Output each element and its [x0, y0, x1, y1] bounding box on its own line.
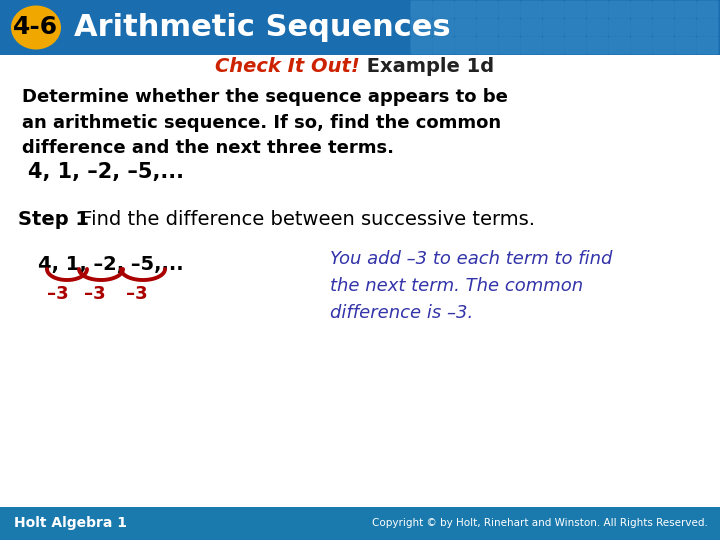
FancyBboxPatch shape	[652, 37, 675, 55]
Text: –3: –3	[48, 285, 69, 303]
FancyBboxPatch shape	[454, 37, 477, 55]
FancyBboxPatch shape	[608, 18, 631, 37]
FancyBboxPatch shape	[675, 18, 696, 37]
Text: 4, 1, –2, –5,...: 4, 1, –2, –5,...	[28, 162, 184, 182]
Text: Find the difference between successive terms.: Find the difference between successive t…	[75, 210, 535, 229]
Bar	[0, 0, 720, 55]
Text: Holt Algebra 1: Holt Algebra 1	[14, 516, 127, 530]
FancyBboxPatch shape	[608, 1, 631, 18]
FancyBboxPatch shape	[652, 1, 675, 18]
FancyBboxPatch shape	[564, 37, 587, 55]
FancyBboxPatch shape	[433, 18, 454, 37]
FancyBboxPatch shape	[498, 37, 521, 55]
FancyBboxPatch shape	[498, 1, 521, 18]
Text: Determine whether the sequence appears to be
an arithmetic sequence. If so, find: Determine whether the sequence appears t…	[22, 88, 508, 157]
Text: 4, 1, –2, –5,...: 4, 1, –2, –5,...	[38, 255, 184, 274]
Ellipse shape	[11, 5, 61, 50]
Text: Step 1: Step 1	[18, 210, 89, 229]
Text: You add –3 to each term to find
the next term. The common
difference is –3.: You add –3 to each term to find the next…	[330, 250, 613, 322]
Text: Check It Out!: Check It Out!	[215, 57, 360, 76]
FancyBboxPatch shape	[410, 18, 433, 37]
FancyBboxPatch shape	[587, 18, 608, 37]
FancyBboxPatch shape	[675, 37, 696, 55]
FancyBboxPatch shape	[454, 1, 477, 18]
FancyBboxPatch shape	[564, 18, 587, 37]
FancyBboxPatch shape	[433, 37, 454, 55]
FancyBboxPatch shape	[631, 1, 652, 18]
FancyBboxPatch shape	[608, 37, 631, 55]
FancyBboxPatch shape	[477, 18, 498, 37]
FancyBboxPatch shape	[521, 18, 542, 37]
Text: Copyright © by Holt, Rinehart and Winston. All Rights Reserved.: Copyright © by Holt, Rinehart and Winsto…	[372, 518, 708, 529]
FancyBboxPatch shape	[696, 1, 719, 18]
FancyBboxPatch shape	[696, 18, 719, 37]
FancyBboxPatch shape	[521, 1, 542, 18]
FancyBboxPatch shape	[587, 37, 608, 55]
FancyBboxPatch shape	[564, 1, 587, 18]
Text: –3: –3	[126, 285, 148, 303]
FancyBboxPatch shape	[521, 37, 542, 55]
FancyBboxPatch shape	[477, 37, 498, 55]
Text: Arithmetic Sequences: Arithmetic Sequences	[74, 13, 451, 42]
FancyBboxPatch shape	[477, 1, 498, 18]
FancyBboxPatch shape	[696, 37, 719, 55]
FancyBboxPatch shape	[542, 18, 564, 37]
FancyBboxPatch shape	[587, 1, 608, 18]
Text: Example 1d: Example 1d	[360, 57, 494, 76]
FancyBboxPatch shape	[631, 18, 652, 37]
FancyBboxPatch shape	[410, 37, 433, 55]
FancyBboxPatch shape	[675, 1, 696, 18]
FancyBboxPatch shape	[498, 18, 521, 37]
FancyBboxPatch shape	[433, 1, 454, 18]
FancyBboxPatch shape	[410, 1, 433, 18]
FancyBboxPatch shape	[631, 37, 652, 55]
Text: –3: –3	[84, 285, 106, 303]
FancyBboxPatch shape	[542, 1, 564, 18]
Text: 4-6: 4-6	[14, 16, 58, 39]
FancyBboxPatch shape	[652, 18, 675, 37]
FancyBboxPatch shape	[542, 37, 564, 55]
Bar	[0, 507, 720, 540]
FancyBboxPatch shape	[454, 18, 477, 37]
